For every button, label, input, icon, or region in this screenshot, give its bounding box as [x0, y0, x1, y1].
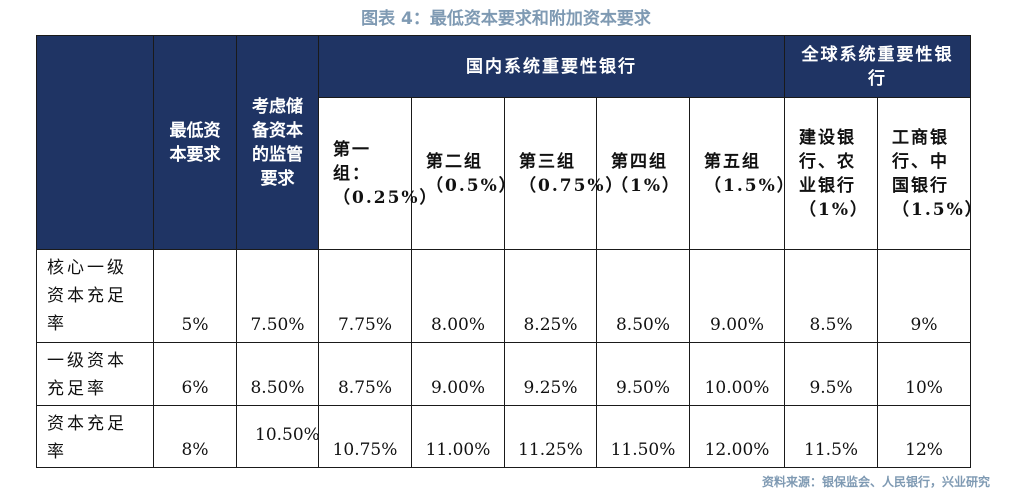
table-cell: 8.25% — [504, 249, 597, 343]
capital-requirements-table: 最低资本要求 考虑储备资本的监管要求 国内系统重要性银行 全球系统重要性银行 第… — [36, 35, 982, 468]
table-cell: 10.00% — [688, 342, 786, 406]
row-label: 一级资本充足率 — [36, 342, 154, 406]
table-cell: 9.5% — [784, 342, 879, 406]
header-group-5: 第五组（1.5%） — [688, 97, 794, 250]
table-cell: 8.00% — [411, 249, 505, 343]
table-cell: 11.25% — [504, 405, 597, 468]
header-ccb-abc: 建设银行、农业银行（1%） — [784, 97, 879, 250]
table-cell: 11.00% — [411, 405, 505, 468]
table-cell: 9% — [877, 249, 972, 343]
table-cell: 11.50% — [596, 405, 690, 468]
table-cell: 8.5% — [784, 249, 879, 343]
table-cell: 6% — [153, 342, 237, 406]
header-group-2: 第二组（0.5%） — [411, 97, 516, 250]
table-cell: 7.50% — [236, 249, 319, 343]
table-cell: 9.00% — [688, 249, 786, 343]
table-row: 资本充足率 8% 10.50% 10.75% 11.00% 11.25% 11.… — [36, 405, 972, 468]
table-cell: 12.00% — [688, 405, 786, 468]
table-cell: 10.50% — [236, 405, 320, 468]
table-cell: 9.00% — [411, 342, 505, 406]
header-group-3: 第三组（0.75%） — [504, 97, 623, 250]
table-cell: 8.50% — [596, 249, 690, 343]
source-note: 资料来源：银保监会、人民银行，兴业研究 — [761, 475, 990, 489]
table-cell: 10% — [877, 342, 972, 406]
table-cell: 8.50% — [236, 342, 319, 406]
table-cell: 8% — [153, 405, 237, 468]
table-cell: 9.50% — [596, 342, 690, 406]
header-group-1: 第一组：（0.25%） — [318, 97, 437, 250]
header-group-4: 第四组（1%） — [596, 97, 690, 250]
table-cell: 7.75% — [318, 249, 412, 343]
figure-title: 图表 4：最低资本要求和附加资本要求 — [361, 9, 651, 29]
header-icbc-boc: 工商银行、中国银行（1.5%） — [877, 97, 982, 250]
corner-cell — [36, 35, 154, 250]
row-label: 核心一级资本充足率 — [36, 249, 154, 343]
header-global-sib: 全球系统重要性银行 — [784, 35, 972, 98]
header-domestic-sib: 国内系统重要性银行 — [317, 35, 786, 98]
table-row: 核心一级资本充足率 5% 7.50% 7.75% 8.00% 8.25% 8.5… — [36, 249, 972, 343]
table-row: 一级资本充足率 6% 8.50% 8.75% 9.00% 9.25% 9.50%… — [36, 342, 972, 406]
table-cell: 9.25% — [504, 342, 597, 406]
row-label: 资本充足率 — [36, 405, 154, 468]
table-cell: 12% — [877, 405, 972, 468]
header-min-capital: 最低资本要求 — [153, 35, 237, 250]
table-cell: 11.5% — [784, 405, 879, 468]
table-cell: 8.75% — [318, 342, 412, 406]
header-reserve-capital: 考虑储备资本的监管要求 — [236, 35, 319, 250]
table-cell: 5% — [153, 249, 237, 343]
table-cell: 10.75% — [318, 405, 412, 468]
